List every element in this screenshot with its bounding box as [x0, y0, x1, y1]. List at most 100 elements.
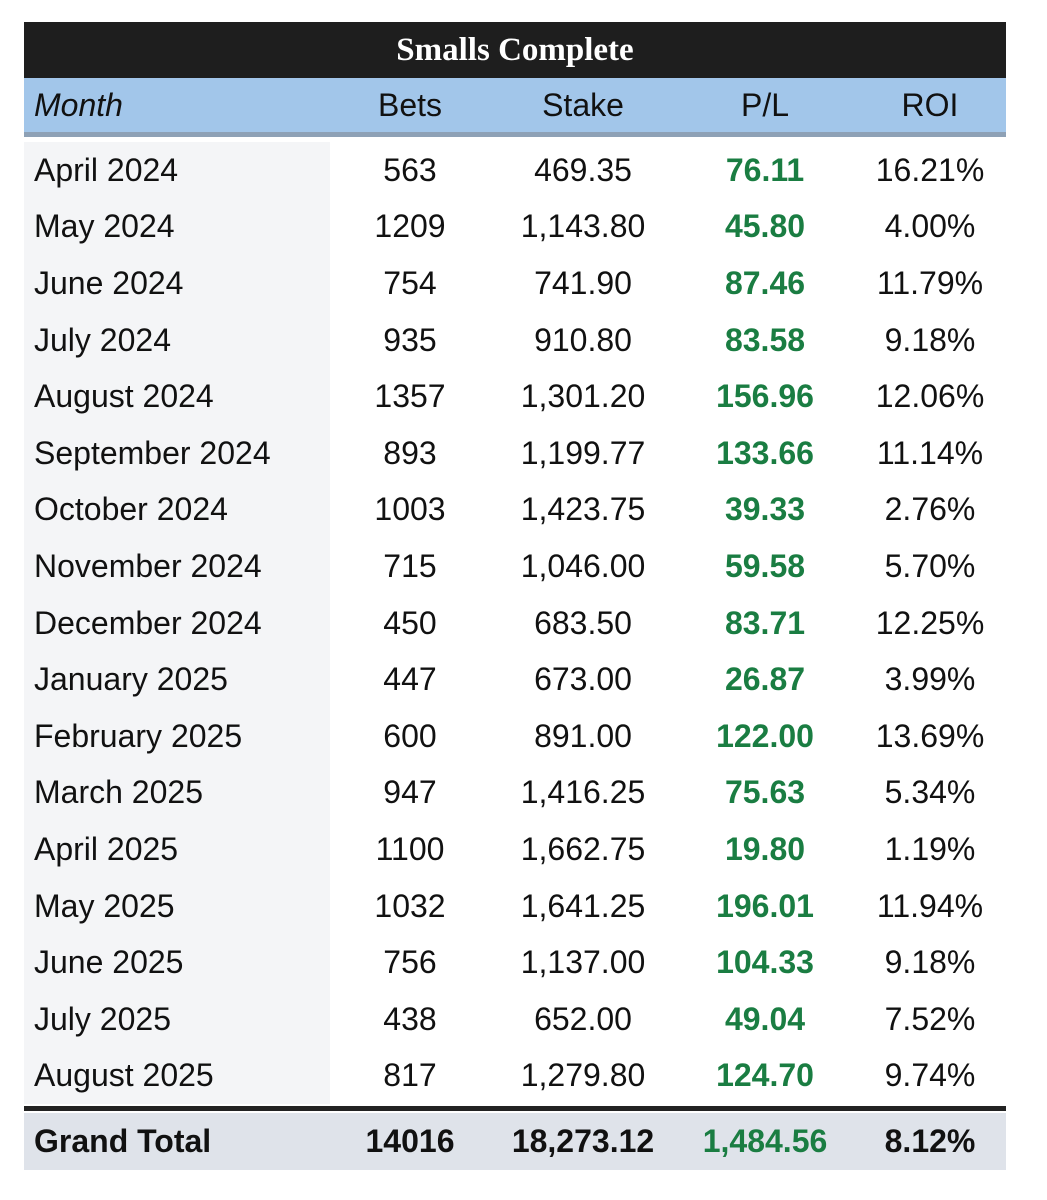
cell-pl: 45.80: [724, 208, 806, 245]
total-roi: 8.12%: [884, 1123, 976, 1160]
cell-roi: 3.99%: [884, 661, 976, 698]
cell-pl: 87.46: [724, 264, 806, 301]
cell-roi: 11.94%: [876, 887, 984, 924]
cell-pl: 26.87: [724, 661, 806, 698]
cell-bets: 1357: [374, 378, 446, 415]
cell-month: February 2025: [34, 717, 243, 754]
cell-bets: 935: [383, 321, 437, 358]
cell-stake: 891.00: [534, 717, 632, 754]
cell-month: April 2025: [34, 830, 179, 867]
table-row: August 2025 817 1,279.80 124.70 9.74%: [24, 1048, 1006, 1105]
table-row: July 2025 438 652.00 49.04 7.52%: [24, 991, 1006, 1048]
cell-roi: 5.34%: [884, 774, 976, 811]
cell-pl: 156.96: [716, 378, 814, 415]
cell-roi: 4.00%: [884, 208, 976, 245]
cell-roi: 9.74%: [884, 1057, 976, 1094]
table-row: June 2024 754 741.90 87.46 11.79%: [24, 255, 1006, 312]
cell-month: June 2024: [34, 264, 184, 301]
header-pl: P/L: [740, 86, 790, 123]
results-table: Smalls Complete Month Bets Stake P/L ROI…: [24, 22, 1006, 1171]
table-row: December 2024 450 683.50 83.71 12.25%: [24, 595, 1006, 652]
cell-roi: 5.70%: [884, 547, 976, 584]
cell-pl: 83.71: [724, 604, 806, 641]
table-row: September 2024 893 1,199.77 133.66 11.14%: [24, 425, 1006, 482]
cell-pl: 133.66: [716, 434, 814, 471]
cell-roi: 1.19%: [884, 830, 976, 867]
cell-month: May 2025: [34, 887, 175, 924]
cell-roi: 11.14%: [876, 434, 984, 471]
cell-pl: 75.63: [724, 774, 806, 811]
cell-roi: 12.25%: [875, 604, 985, 641]
cell-month: June 2025: [34, 944, 184, 981]
cell-roi: 13.69%: [875, 717, 985, 754]
cell-roi: 11.79%: [876, 264, 984, 301]
cell-stake: 1,143.80: [520, 208, 646, 245]
table-row: April 2024 563 469.35 76.11 16.21%: [24, 142, 1006, 199]
table-row: June 2025 756 1,137.00 104.33 9.18%: [24, 934, 1006, 991]
cell-pl: 76.11: [725, 151, 805, 188]
cell-roi: 2.76%: [884, 491, 976, 528]
cell-bets: 754: [383, 264, 437, 301]
total-pl: 1,484.56: [702, 1123, 828, 1160]
cell-stake: 1,279.80: [520, 1057, 646, 1094]
total-divider: [24, 1106, 1006, 1112]
cell-stake: 683.50: [534, 604, 632, 641]
total-stake: 18,273.12: [511, 1123, 655, 1160]
table-row: May 2025 1032 1,641.25 196.01 11.94%: [24, 878, 1006, 935]
cell-stake: 469.35: [534, 151, 632, 188]
table-row: November 2024 715 1,046.00 59.58 5.70%: [24, 538, 1006, 595]
cell-bets: 947: [383, 774, 437, 811]
cell-pl: 49.04: [724, 1000, 806, 1037]
table-row: April 2025 1100 1,662.75 19.80 1.19%: [24, 821, 1006, 878]
cell-bets: 756: [383, 944, 437, 981]
cell-roi: 16.21%: [875, 151, 985, 188]
cell-stake: 652.00: [534, 1000, 632, 1037]
header-month: Month: [34, 86, 123, 123]
cell-pl: 59.58: [724, 547, 806, 584]
cell-bets: 1209: [374, 208, 446, 245]
cell-bets: 438: [383, 1000, 437, 1037]
cell-month: October 2024: [34, 491, 228, 528]
cell-pl: 122.00: [716, 717, 814, 754]
header-row: Month Bets Stake P/L ROI: [24, 78, 1006, 137]
cell-bets: 715: [383, 547, 437, 584]
cell-bets: 450: [383, 604, 437, 641]
table-row: March 2025 947 1,416.25 75.63 5.34%: [24, 765, 1006, 822]
cell-stake: 673.00: [534, 661, 632, 698]
cell-bets: 1032: [374, 887, 446, 924]
cell-month: November 2024: [34, 547, 262, 584]
cell-month: July 2024: [34, 321, 171, 358]
cell-roi: 9.18%: [884, 321, 976, 358]
header-roi: ROI: [901, 86, 959, 123]
header-stake: Stake: [542, 86, 624, 123]
cell-stake: 1,137.00: [520, 944, 646, 981]
table-row: May 2024 1209 1,143.80 45.80 4.00%: [24, 199, 1006, 256]
cell-bets: 1003: [374, 491, 446, 528]
cell-stake: 1,046.00: [520, 547, 646, 584]
cell-stake: 741.90: [534, 264, 632, 301]
table-row: February 2025 600 891.00 122.00 13.69%: [24, 708, 1006, 765]
cell-pl: 196.01: [716, 887, 814, 924]
cell-pl: 104.33: [716, 944, 814, 981]
cell-pl: 124.70: [716, 1057, 814, 1094]
cell-pl: 39.33: [724, 491, 806, 528]
cell-stake: 1,423.75: [520, 491, 646, 528]
cell-bets: 563: [383, 151, 437, 188]
cell-stake: 1,199.77: [520, 434, 646, 471]
cell-month: August 2025: [34, 1057, 214, 1094]
cell-month: January 2025: [34, 661, 228, 698]
table-title: Smalls Complete: [24, 22, 1006, 78]
total-bets: 14016: [365, 1123, 455, 1160]
header-bets: Bets: [377, 86, 443, 123]
table-row: July 2024 935 910.80 83.58 9.18%: [24, 312, 1006, 369]
cell-roi: 12.06%: [875, 378, 985, 415]
cell-month: December 2024: [34, 604, 262, 641]
cell-roi: 7.52%: [884, 1000, 976, 1037]
cell-month: July 2025: [34, 1000, 171, 1037]
cell-pl: 83.58: [724, 321, 806, 358]
cell-stake: 910.80: [534, 321, 632, 358]
grand-total-row: Grand Total 14016 18,273.12 1,484.56 8.1…: [24, 1113, 1006, 1171]
table-row: January 2025 447 673.00 26.87 3.99%: [24, 651, 1006, 708]
cell-stake: 1,416.25: [520, 774, 646, 811]
cell-roi: 9.18%: [884, 944, 976, 981]
